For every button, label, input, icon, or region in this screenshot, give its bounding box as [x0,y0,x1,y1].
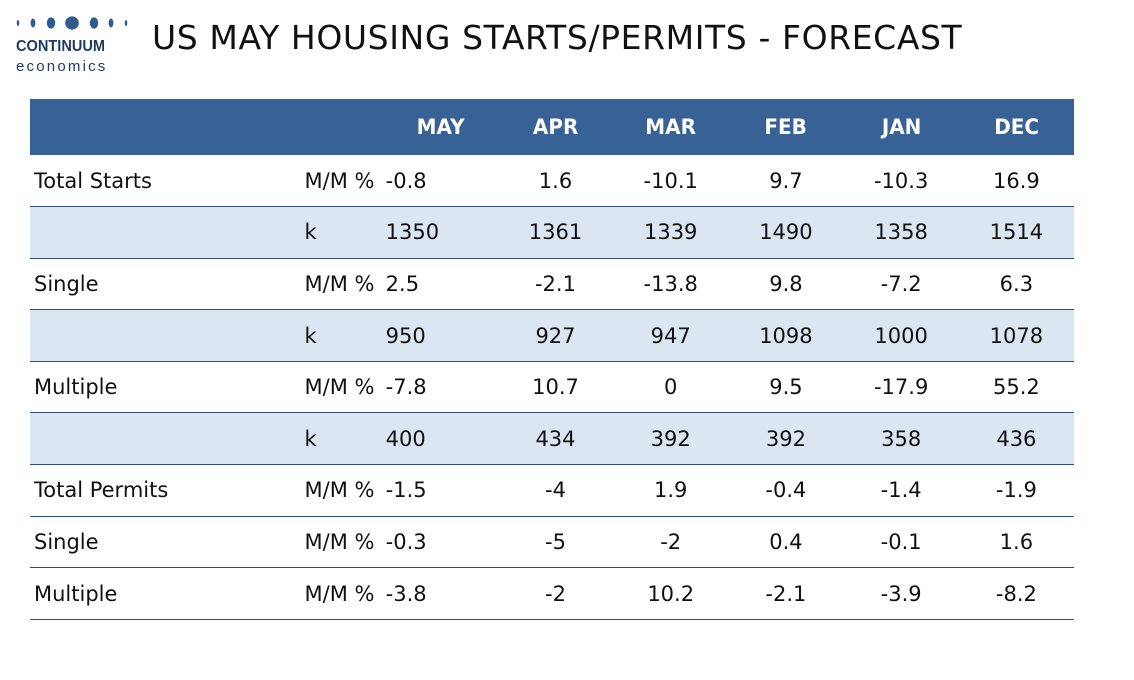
table-cell: 392 [728,412,844,466]
table-cell: -0.1 [843,516,959,569]
forecast-table: MAY APR MAR FEB JAN DEC Total Starts M/M… [30,99,1074,620]
table-row: Single M/M % 2.5 -2.1 -13.8 9.8 -7.2 6.3 [30,258,1074,311]
table-cell: 6.3 [958,258,1074,311]
row-label [30,309,305,362]
table-row: Single M/M % -0.3 -5 -2 0.4 -0.1 1.6 [30,516,1074,569]
table-cell: 1350 [382,206,498,259]
column-header: MAR [645,115,697,139]
table-cell: 0.4 [728,516,844,569]
table-cell: 10.2 [613,567,729,620]
table-cell: -13.8 [613,258,729,311]
column-header: FEB [764,115,808,139]
table-cell: 0 [613,361,729,414]
table-cell: -7.8 [382,361,498,414]
page-title: US MAY HOUSING STARTS/PERMITS - FORECAST [152,18,963,57]
table-cell: 392 [613,412,729,466]
row-label: Total Starts [30,155,305,208]
table-cell: -2 [497,567,614,620]
logo-sub-text: economics [16,58,108,75]
table-cell: 1.6 [497,155,614,208]
row-label: Total Permits [30,464,305,517]
column-header: DEC [993,115,1039,139]
row-label [30,206,305,259]
table-cell: 436 [958,412,1074,466]
table-cell: -8.2 [958,567,1074,620]
row-label: Single [30,258,305,311]
table-cell: -7.2 [843,258,959,311]
table-cell: 1514 [958,206,1074,259]
table-cell: 1.9 [613,464,729,517]
table-cell: 1078 [958,309,1074,362]
row-label: Single [30,516,305,569]
table-cell: 10.7 [497,361,614,414]
row-unit: k [304,309,383,362]
table-cell: 9.5 [728,361,844,414]
table-cell: 1000 [843,309,959,362]
table-cell: -1.4 [843,464,959,517]
header-blank [306,99,380,155]
table-cell: -2.1 [497,258,614,311]
row-unit: M/M % [304,464,383,517]
header-blank [37,99,298,155]
table-cell: -0.4 [728,464,844,517]
table-cell: -17.9 [843,361,959,414]
table-cell: 1339 [613,206,729,259]
row-unit: M/M % [304,567,383,620]
logo-brand-text: CONTINUUM [16,38,106,55]
table-cell: 927 [497,309,614,362]
table-row: Total Starts M/M % -0.8 1.6 -10.1 9.7 -1… [30,155,1074,208]
table-cell: 947 [613,309,729,362]
row-label: Multiple [30,361,305,414]
table-cell: 1098 [728,309,844,362]
table-row: Multiple M/M % -7.8 10.7 0 9.5 -17.9 55.… [30,361,1074,414]
table-cell: -2.1 [728,567,844,620]
table-cell: 55.2 [958,361,1074,414]
table-row: Multiple M/M % -3.8 -2 10.2 -2.1 -3.9 -8… [30,567,1074,620]
row-label [30,412,305,466]
table-cell: -2 [613,516,729,569]
row-unit: k [304,206,383,259]
table-cell: 1358 [843,206,959,259]
continuum-logo: CONTINUUM economics [14,14,132,75]
table-cell: 950 [382,309,498,362]
row-label: Multiple [30,567,305,620]
table-cell: -10.1 [613,155,729,208]
table-cell: -10.3 [843,155,959,208]
column-header: JAN [881,115,921,139]
table-cell: 358 [843,412,959,466]
row-unit: M/M % [304,258,383,311]
table-cell: 2.5 [382,258,498,311]
table-cell: 1361 [497,206,614,259]
row-unit: k [304,412,383,466]
table-row: k 1350 1361 1339 1490 1358 1514 [30,206,1074,259]
table-cell: 9.8 [728,258,844,311]
column-header: APR [532,115,579,139]
table-cell: -5 [497,516,614,569]
table-cell: 400 [382,412,498,466]
table-header-row: MAY APR MAR FEB JAN DEC [30,99,1074,155]
table-cell: -3.8 [382,567,498,620]
table-cell: -3.9 [843,567,959,620]
row-unit: M/M % [304,155,383,208]
table-cell: 16.9 [958,155,1074,208]
table-row: k 950 927 947 1098 1000 1078 [30,309,1074,362]
table-row: Total Permits M/M % -1.5 -4 1.9 -0.4 -1.… [30,464,1074,517]
table-cell: -1.5 [382,464,498,517]
table-cell: 1.6 [958,516,1074,569]
logo-dots-icon [16,16,128,30]
table-cell: 1490 [728,206,844,259]
table-cell: -4 [497,464,614,517]
table-cell: 9.7 [728,155,844,208]
row-unit: M/M % [304,516,383,569]
table-cell: -1.9 [958,464,1074,517]
column-header: MAY [416,115,465,139]
table-cell: -0.3 [382,516,498,569]
table-cell: -0.8 [382,155,498,208]
table-cell: 434 [497,412,614,466]
row-unit: M/M % [304,361,383,414]
table-row: k 400 434 392 392 358 436 [30,412,1074,466]
